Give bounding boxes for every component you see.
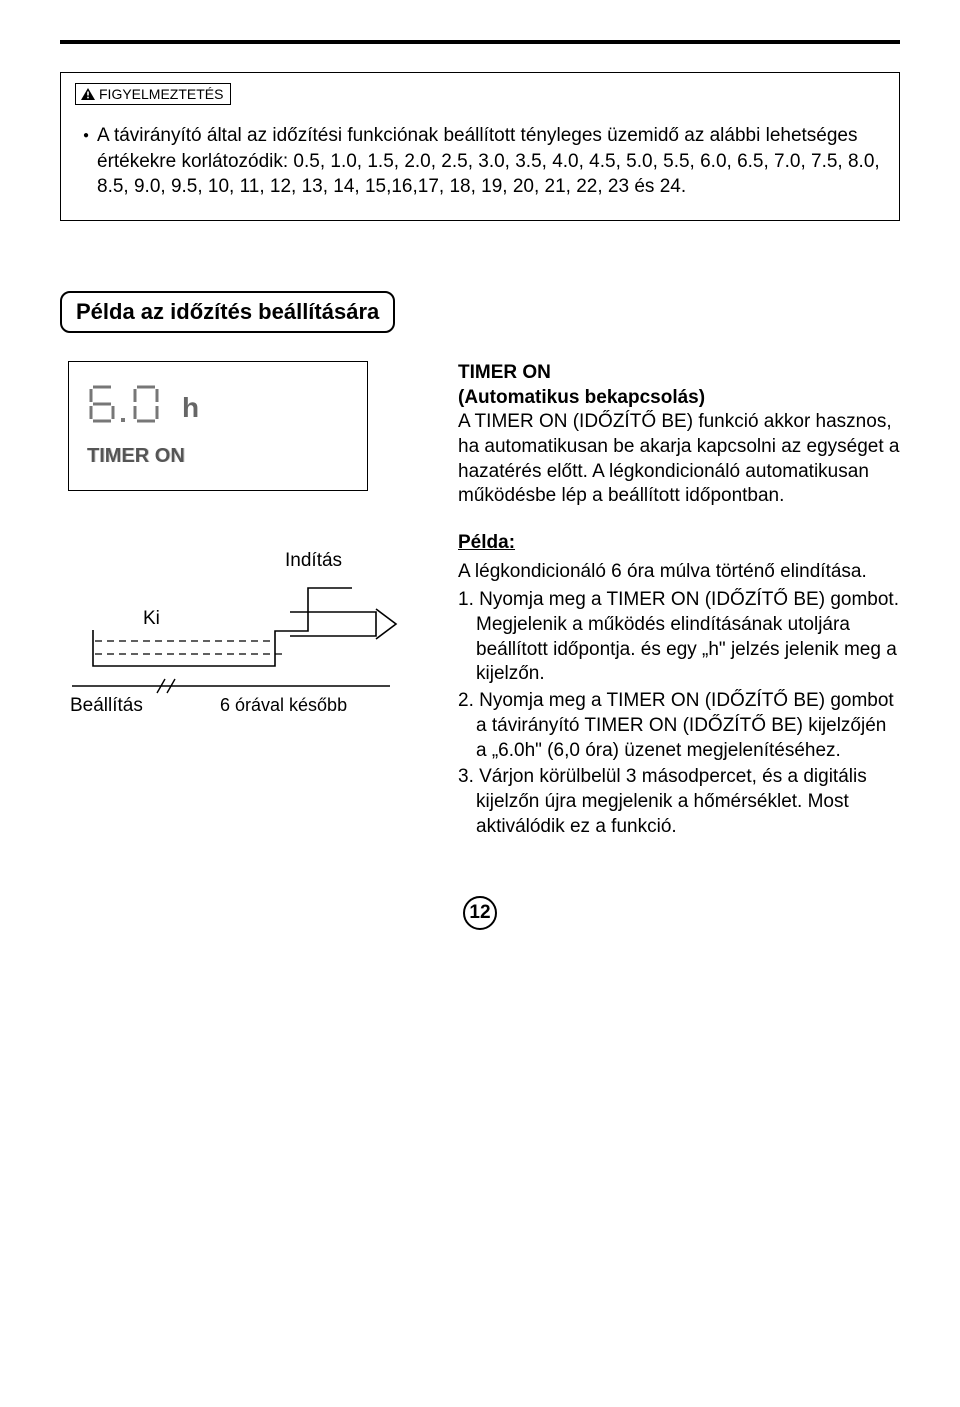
- right-column: TIMER ON (Automatikus bekapcsolás) A TIM…: [458, 361, 900, 841]
- timing-diagram: Indítás Ki Beállítás 6 órával később: [60, 546, 400, 726]
- lcd-digits: h: [87, 384, 227, 426]
- timer-on-heading: TIMER ON: [458, 361, 900, 386]
- example-body: A légkondicionáló 6 óra múlva történő el…: [458, 560, 900, 585]
- diagram-later-label: 6 órával később: [220, 695, 347, 715]
- page-number: 12: [463, 896, 497, 930]
- left-column: h TIMER ON Indítás Ki Beállítás 6 órával…: [60, 361, 420, 841]
- timer-on-subheading: (Automatikus bekapcsolás): [458, 386, 900, 411]
- list-item: 2. Nyomja meg a TIMER ON (IDŐZÍTŐ BE) go…: [476, 689, 900, 763]
- top-rule: [60, 40, 900, 44]
- list-item: 3. Várjon körülbelül 3 másodpercet, és a…: [476, 765, 900, 839]
- intro-text: A TIMER ON (IDŐZÍTŐ BE) funkció akkor ha…: [458, 411, 900, 506]
- steps-list: 1. Nyomja meg a TIMER ON (IDŐZÍTŐ BE) go…: [458, 588, 900, 839]
- diagram-start-label: Indítás: [285, 550, 342, 571]
- diagram-off-label: Ki: [143, 608, 160, 629]
- warning-tag: FIGYELMEZTETÉS: [75, 83, 231, 105]
- warning-tag-label: FIGYELMEZTETÉS: [99, 86, 223, 102]
- lcd-frame: h TIMER ON: [68, 361, 368, 491]
- list-item: 1. Nyomja meg a TIMER ON (IDŐZÍTŐ BE) go…: [476, 588, 900, 687]
- warning-text: A távirányító által az időzítési funkció…: [79, 123, 881, 200]
- warning-box: FIGYELMEZTETÉS A távirányító által az id…: [60, 72, 900, 221]
- example-title: Példa az időzítés beállítására: [60, 291, 395, 333]
- warning-icon: [81, 88, 95, 100]
- lcd-timer-label: TIMER ON: [87, 445, 349, 468]
- example-label: Példa:: [458, 531, 900, 556]
- page-number-container: 12: [60, 896, 900, 930]
- svg-text:h: h: [182, 392, 199, 423]
- diagram-set-label: Beállítás: [70, 695, 143, 716]
